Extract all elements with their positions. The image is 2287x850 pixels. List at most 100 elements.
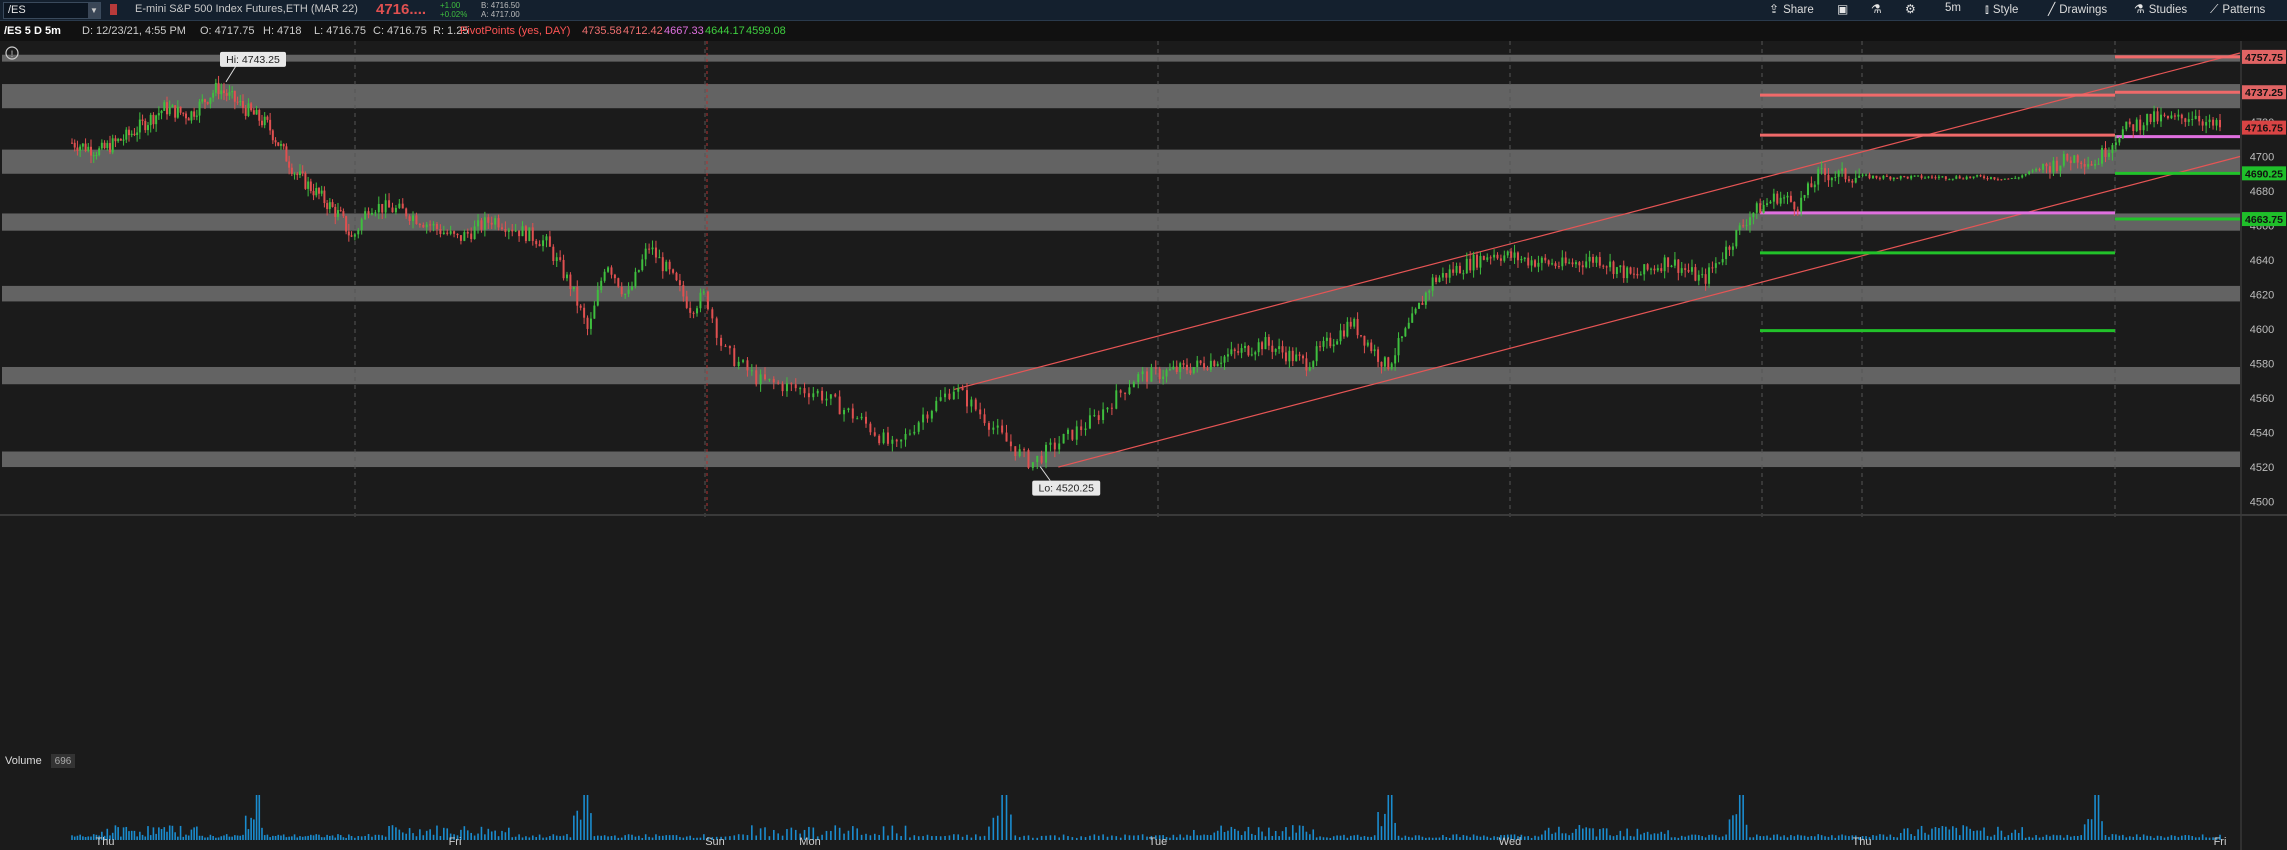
volume-bar	[449, 833, 452, 840]
symbol-selector[interactable]: /ES ▼	[3, 2, 101, 19]
timeframe-button[interactable]: 5m	[1945, 2, 1961, 14]
volume-bar	[549, 836, 551, 840]
volume-bar	[1605, 828, 1608, 840]
candle-body	[1119, 390, 1122, 393]
volume-bar	[1861, 836, 1864, 840]
candle-body	[644, 248, 647, 260]
volume-bar	[1979, 830, 1982, 840]
volume-bar	[1332, 836, 1335, 840]
candle-body	[2187, 119, 2190, 122]
share-button[interactable]: ⇪ Share	[1769, 2, 1814, 18]
style-button[interactable]: ⫾ Style	[1985, 2, 2018, 18]
candle-body	[1128, 387, 1131, 394]
volume-bar	[128, 831, 130, 840]
candle-body	[339, 210, 342, 212]
volume-bar	[1622, 836, 1625, 840]
candle-body	[176, 106, 179, 118]
volume-bar	[1058, 837, 1061, 840]
volume-bar	[477, 833, 479, 840]
candle-body	[559, 257, 562, 260]
trend-channel-line[interactable]	[953, 52, 2241, 390]
volume-bar	[1428, 837, 1431, 840]
volume-bar	[296, 837, 299, 840]
candle-body	[1397, 338, 1400, 356]
candle-body	[1786, 195, 1789, 198]
candle-body	[1955, 176, 1958, 179]
bar-high: H: 4718	[263, 25, 302, 37]
volume-bar	[583, 795, 585, 840]
volume-bar	[777, 833, 779, 840]
volume-bar	[1115, 836, 1118, 840]
candle-body	[130, 133, 133, 136]
volume-bar	[446, 828, 449, 840]
volume-bar	[1182, 837, 1185, 840]
candle-body	[391, 207, 394, 213]
volume-bar	[961, 836, 964, 840]
volume-bar	[2000, 830, 2003, 840]
candle-body	[490, 222, 493, 225]
candle-body	[702, 291, 705, 293]
volume-bar	[1319, 836, 1321, 840]
patterns-button[interactable]: ⟋ Patterns	[2210, 2, 2265, 18]
volume-bar	[225, 834, 228, 840]
candle-body	[607, 267, 610, 272]
candle-body	[1106, 407, 1109, 410]
candle-body	[1049, 442, 1052, 445]
flask-button[interactable]: ⚗	[1871, 2, 1886, 18]
candle-body	[106, 143, 109, 149]
candle-body	[2180, 114, 2183, 119]
candle-body	[1868, 174, 1871, 179]
volume-bar	[1230, 826, 1233, 840]
volume-bar	[1530, 837, 1533, 840]
volume-bar	[931, 836, 933, 840]
volume-bar	[106, 828, 109, 840]
candle-body	[312, 190, 315, 196]
candle-body	[996, 425, 999, 428]
volume-bar	[266, 834, 269, 840]
volume-bar	[215, 837, 217, 840]
candle-body	[794, 384, 797, 389]
candle-body	[1319, 346, 1322, 348]
drawings-button[interactable]: ╱ Drawings	[2048, 2, 2107, 18]
candle-body	[654, 247, 657, 258]
volume-bar	[331, 835, 334, 840]
volume-bar	[1551, 833, 1553, 840]
candle-body	[1718, 262, 1721, 264]
candle-body	[122, 139, 125, 141]
studies-button[interactable]: ⚗ Studies	[2134, 2, 2187, 18]
candle-body	[1803, 195, 1806, 198]
candle-body	[1325, 337, 1328, 341]
flag-icon[interactable]	[110, 4, 117, 15]
candle-body	[1349, 321, 1352, 327]
chevron-down-icon[interactable]: ▼	[88, 3, 100, 18]
volume-bar	[2156, 835, 2159, 840]
volume-bar	[460, 829, 462, 840]
candle-body	[2045, 163, 2048, 167]
volume-bar	[1779, 836, 1782, 840]
candle-body	[1336, 341, 1339, 345]
volume-bar	[887, 835, 889, 840]
candle-body	[1708, 267, 1711, 284]
snapshot-button[interactable]: ▣	[1837, 2, 1852, 18]
settings-button[interactable]: ⚙	[1905, 2, 1920, 18]
candle-body	[309, 181, 312, 191]
volume-bar	[1851, 835, 1854, 840]
candle-body	[1972, 176, 1975, 178]
trend-channel-line[interactable]	[1058, 155, 2241, 468]
volume-bar	[1054, 835, 1056, 840]
volume-bar	[1745, 824, 1748, 840]
info-icon[interactable]	[5, 46, 19, 60]
volume-bar	[746, 835, 749, 840]
candle-body	[562, 259, 565, 279]
candle-body	[1602, 265, 1605, 267]
candle-body	[922, 414, 925, 423]
volume-bar	[190, 829, 193, 840]
candle-body	[1124, 392, 1127, 394]
candle-body	[613, 274, 616, 279]
price-chart[interactable]: Hi: 4743.25 Lo: 4520.25! 4500 4520 4540 4560…	[0, 41, 2287, 850]
candle-body	[2101, 148, 2104, 164]
candle-body	[277, 142, 280, 146]
candle-body	[1441, 273, 1444, 278]
volume-bar	[1986, 835, 1989, 840]
candle-body	[1435, 277, 1438, 283]
